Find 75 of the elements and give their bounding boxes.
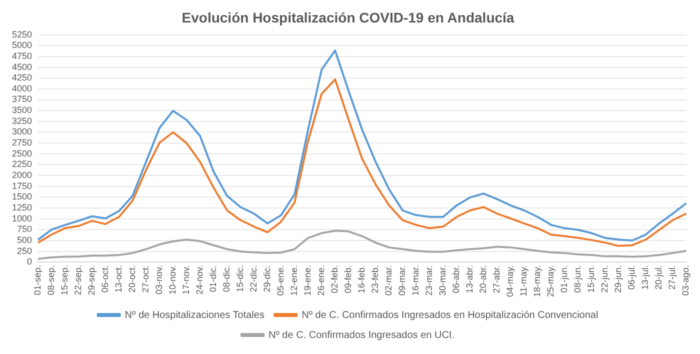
x-tick-label: 29-jun. xyxy=(613,265,624,293)
x-tick-label: 11-may. xyxy=(518,265,529,296)
x-tick-label: 30-mar. xyxy=(438,265,448,296)
x-tick-label: 20-jul. xyxy=(654,265,664,290)
y-tick-label: 750 xyxy=(16,224,32,234)
x-tick-label: 15-dic. xyxy=(235,265,246,292)
x-tick-label: 15-jun. xyxy=(586,265,596,293)
legend-label: Nº de C. Confirmados Ingresados en UCI. xyxy=(268,330,454,341)
x-tick-label: 09-mar. xyxy=(397,265,408,296)
x-tick-label: 24-nov. xyxy=(194,265,205,295)
y-tick-label: 4000 xyxy=(12,83,32,94)
x-tick-label: 03-ago. xyxy=(680,265,691,296)
x-tick-label: 01-jun. xyxy=(559,265,570,293)
legend-label: Nº de C. Confirmados Ingresados en Hospitalización Convencional xyxy=(302,310,598,321)
y-tick-label: 4750 xyxy=(12,50,32,61)
x-tick-label: 27-oct. xyxy=(140,265,151,293)
y-tick-label: 250 xyxy=(16,246,32,256)
x-tick-label: 26-ene. xyxy=(316,265,326,296)
x-tick-label: 29-sep. xyxy=(86,265,97,296)
y-tick-label: 1250 xyxy=(12,202,32,213)
y-tick-label: 3250 xyxy=(12,116,32,126)
y-tick-label: 3750 xyxy=(12,94,32,104)
x-tick-label: 29-dic. xyxy=(262,265,272,292)
x-tick-label: 01-dic. xyxy=(208,265,218,292)
x-tick-label: 25-may. xyxy=(546,265,556,297)
x-tick-label: 08-sep. xyxy=(46,265,56,296)
y-tick-label: 2250 xyxy=(12,159,32,170)
x-tick-label: 03-nov. xyxy=(154,265,164,295)
y-tick-label: 1500 xyxy=(12,192,32,202)
y-tick-label: 5250 xyxy=(12,29,32,40)
x-tick-label: 19-ene. xyxy=(302,265,313,296)
x-tick-label: 23-feb. xyxy=(370,265,380,294)
y-tick-label: 2000 xyxy=(12,170,32,180)
y-tick-label: 4250 xyxy=(12,72,32,83)
x-tick-label: 06-jul. xyxy=(626,265,637,290)
x-tick-label: 04-may. xyxy=(505,265,516,297)
x-tick-label: 22-sep. xyxy=(73,265,84,296)
x-tick-label: 05-ene. xyxy=(276,265,286,296)
y-tick-label: 2750 xyxy=(12,138,32,148)
chart-title: Evolución Hospitalización COVID-19 en Andalucía xyxy=(182,9,514,26)
y-tick-label: 500 xyxy=(16,234,32,245)
y-tick-label: 5000 xyxy=(12,40,32,50)
x-tick-label: 02-mar. xyxy=(384,265,394,296)
x-tick-label: 06-abr. xyxy=(451,265,462,294)
x-tick-label: 13-abr. xyxy=(464,265,475,294)
y-tick-label: 3000 xyxy=(12,126,32,137)
x-tick-label: 10-nov. xyxy=(168,265,178,295)
x-tick-label: 12-ene. xyxy=(289,265,300,296)
x-tick-label: 08-jun. xyxy=(572,265,583,293)
y-tick-label: 2500 xyxy=(12,148,32,158)
x-tick-label: 09-feb. xyxy=(343,265,354,294)
x-tick-label: 27-abr. xyxy=(492,265,502,294)
x-tick-label: 16-feb. xyxy=(356,265,367,294)
y-tick-label: 0 xyxy=(27,256,32,267)
x-tick-label: 17-nov. xyxy=(181,265,192,295)
x-tick-label: 23-mar. xyxy=(424,265,434,296)
x-tick-label: 20-oct. xyxy=(127,265,138,293)
x-tick-label: 18-may. xyxy=(532,265,542,297)
y-tick-label: 1000 xyxy=(12,213,32,224)
x-tick-label: 27-jul. xyxy=(667,265,678,290)
x-tick-label: 22-jun. xyxy=(600,265,610,293)
x-tick-label: 20-abr. xyxy=(478,265,488,294)
x-tick-label: 13-oct. xyxy=(114,265,124,293)
legend-label: Nº de Hospitalizaciones Totales xyxy=(124,310,264,321)
y-tick-label: 4500 xyxy=(12,62,32,72)
x-tick-label: 06-oct. xyxy=(100,265,110,293)
x-tick-label: 15-sep. xyxy=(60,265,70,296)
x-tick-label: 08-dic. xyxy=(222,265,232,292)
y-tick-label: 3500 xyxy=(12,105,32,116)
x-tick-label: 22-dic. xyxy=(248,265,259,292)
x-tick-label: 01-sep. xyxy=(32,265,43,296)
x-tick-label: 13-jul. xyxy=(640,265,650,290)
x-tick-label: 16-mar. xyxy=(410,265,421,296)
x-tick-label: 02-feb. xyxy=(330,265,340,294)
y-tick-label: 1750 xyxy=(12,180,32,191)
